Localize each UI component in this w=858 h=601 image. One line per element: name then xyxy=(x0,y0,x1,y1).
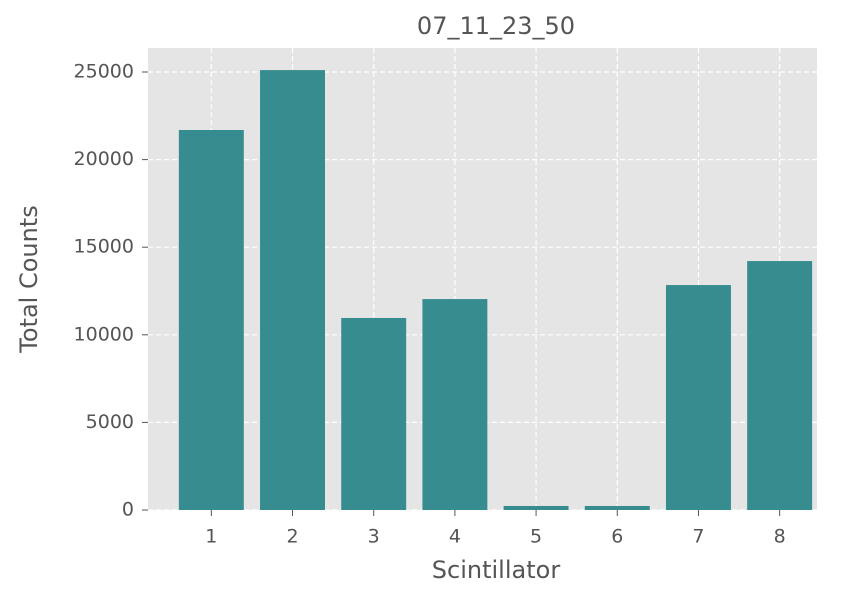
x-tick-label: 3 xyxy=(368,526,380,548)
x-tick-label: 5 xyxy=(530,526,542,548)
bar xyxy=(665,285,731,510)
y-tick-label: 25000 xyxy=(74,61,134,83)
x-tick-label: 7 xyxy=(692,526,704,548)
bar xyxy=(178,129,244,511)
bar xyxy=(260,70,325,511)
y-axis-label: Total Counts xyxy=(15,205,43,353)
bar xyxy=(747,261,813,510)
x-tick-label: 2 xyxy=(286,526,298,548)
bar xyxy=(422,299,488,510)
x-tick-label: 1 xyxy=(205,526,217,548)
y-tick-label: 0 xyxy=(122,499,134,521)
chart-title: 07_11_23_50 xyxy=(417,12,575,40)
x-tick-label: 4 xyxy=(449,526,461,548)
x-tick-label: 8 xyxy=(774,526,786,548)
bar xyxy=(584,505,650,510)
y-tick-label: 20000 xyxy=(74,148,134,170)
y-tick-label: 10000 xyxy=(74,323,134,345)
bar xyxy=(503,505,569,510)
y-tick-label: 5000 xyxy=(86,411,134,433)
y-tick-label: 15000 xyxy=(74,236,134,258)
x-tick-label: 6 xyxy=(611,526,623,548)
bar xyxy=(341,317,407,510)
x-axis-label: Scintillator xyxy=(432,556,561,584)
